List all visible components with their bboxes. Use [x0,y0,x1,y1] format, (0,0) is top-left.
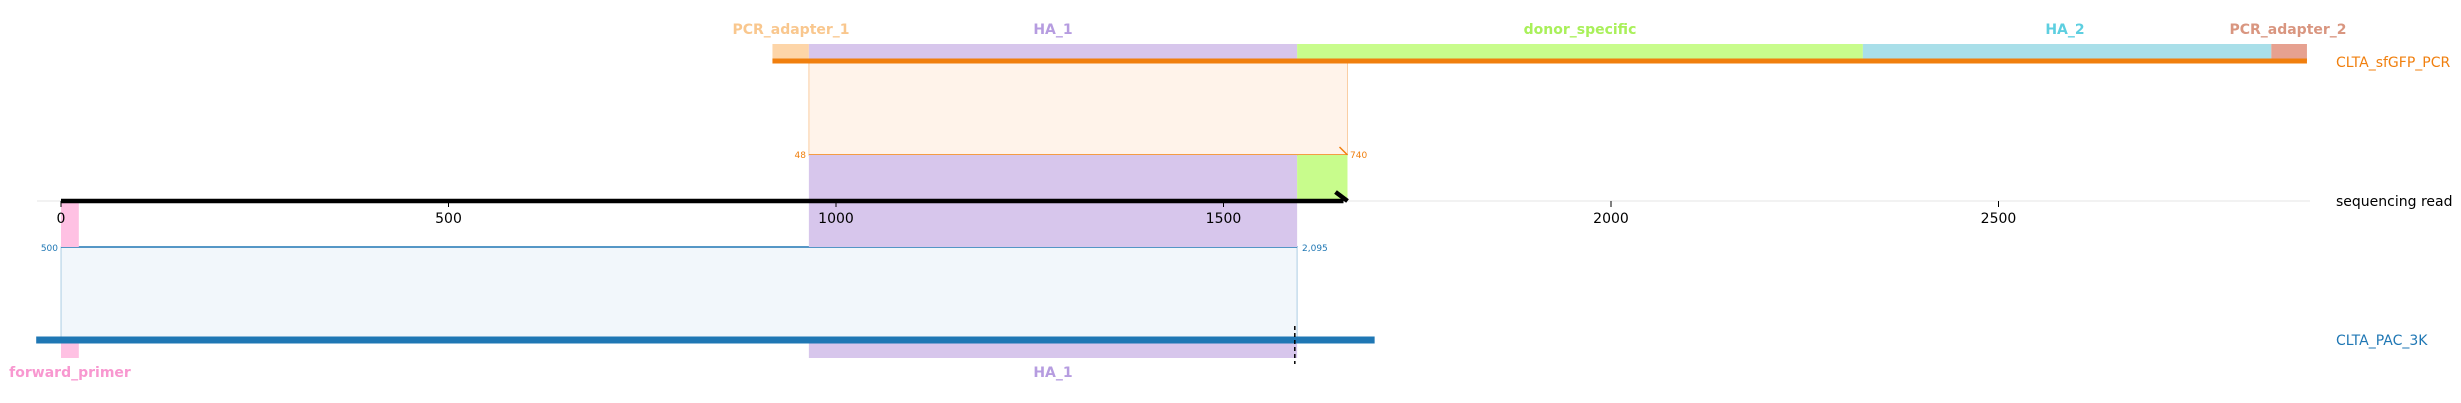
feature-top-0 [772,44,809,61]
sequence-name-top: CLTA_sfGFP_PCR [2336,55,2450,71]
feature-label-ha-1-bottom: HA_1 [1033,365,1072,381]
feature-label-ha-2: HA_2 [2045,22,2084,38]
feature-projection-top-1 [808,155,1298,201]
feature-bottom-1 [808,340,1298,358]
sequence-name-reference: sequencing read [2336,194,2452,210]
align-top-start-label: 48 [795,151,807,161]
reference-tick-label: 2000 [1593,211,1629,227]
reference-tick-label: 1000 [818,211,854,227]
align-bottom-end-label: 2,095 [1302,244,1328,254]
align-bottom-start-label: 500 [41,244,58,254]
feature-label-pcr-adapter-2: PCR_adapter_2 [2229,22,2346,38]
reference-tick-label: 500 [435,211,462,227]
sequence-name-bottom: CLTA_PAC_3K [2336,333,2428,349]
feature-projection-bottom-1 [808,201,1298,247]
reference-tick-label: 1500 [1206,211,1242,227]
reference-arrow [1334,190,1349,203]
feature-bottom-0 [61,340,79,358]
alignment-region-bottom [60,246,1298,341]
alignment-arrow-top [1338,146,1349,156]
feature-top-2 [1297,44,1863,61]
feature-label-ha-1-top: HA_1 [1033,22,1072,38]
alignment-region-top [808,60,1348,156]
feature-label-pcr-adapter-1: PCR_adapter_1 [732,22,849,38]
feature-top-4 [2271,44,2307,61]
feature-top-3 [1862,44,2272,61]
reference-tick-label: 2500 [1981,211,2017,227]
feature-top-1 [808,44,1298,61]
feature-label-donor-specific: donor_specific [1524,22,1637,38]
feature-label-forward-primer: forward_primer [9,365,131,381]
align-top-end-label: 740 [1350,151,1367,161]
feature-projection-bottom-0 [61,201,79,247]
reference-tick-label: 0 [57,211,66,227]
